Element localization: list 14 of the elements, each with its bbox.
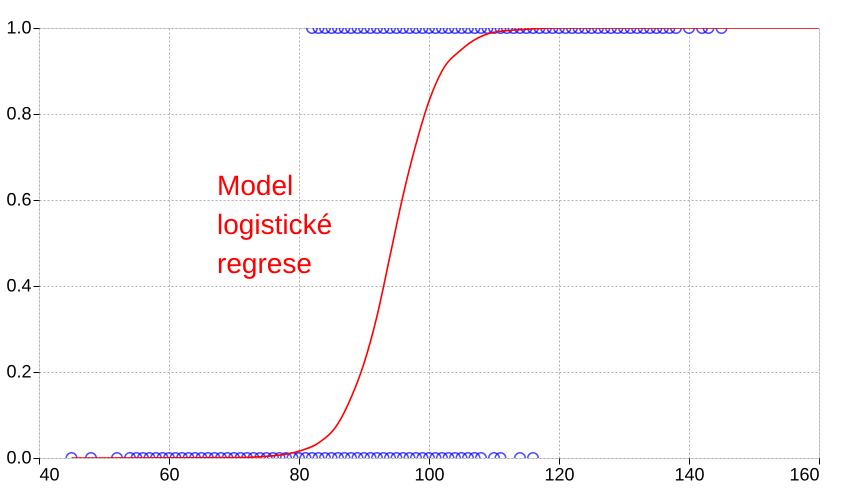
x-tick-label: 80: [289, 464, 310, 484]
x-tick-label: 40: [40, 464, 60, 484]
y-tick-label: 0.4: [6, 276, 32, 296]
annotation: Model logistické regrese: [217, 170, 332, 279]
x-tick-label: 60: [159, 464, 180, 484]
y-tick-label: 1.0: [6, 18, 32, 38]
x-tick-label: 160: [789, 464, 820, 484]
y-tick-label: 0.0: [6, 448, 32, 468]
y-tick-label: 0.6: [6, 190, 32, 210]
x-tick-label: 120: [544, 464, 575, 484]
y-tick-label: 0.2: [6, 362, 32, 382]
x-tick-label: 140: [674, 464, 705, 484]
y-tick-label: 0.8: [6, 104, 32, 124]
x-tick-label: 100: [414, 464, 445, 484]
